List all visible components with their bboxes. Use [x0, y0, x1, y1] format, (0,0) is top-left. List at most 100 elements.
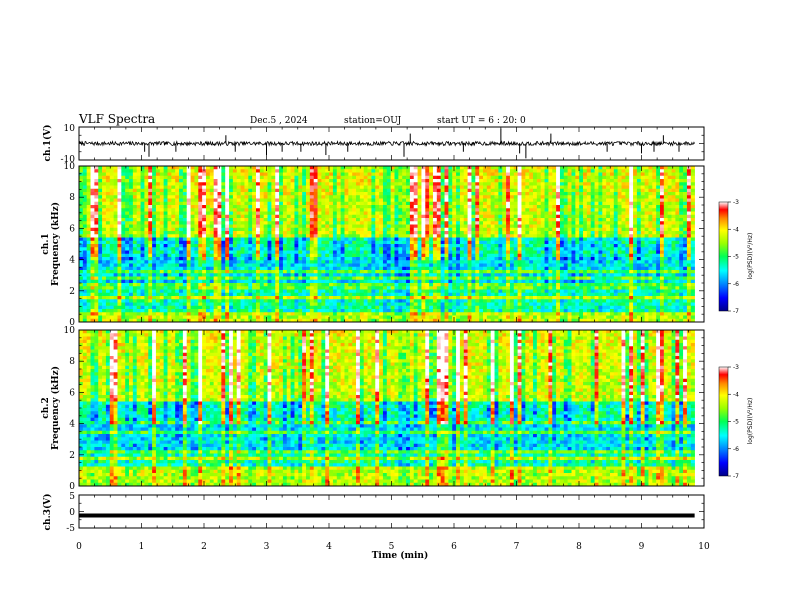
spectrogram-cell — [171, 231, 176, 235]
spectrogram-cell — [252, 201, 257, 206]
spectrogram-cell — [82, 286, 87, 290]
spectrogram-cell — [94, 286, 99, 290]
spectrogram-cell — [294, 172, 299, 177]
spectrogram-cell — [406, 224, 411, 229]
spectrogram-cell — [121, 175, 126, 180]
spectrogram-cell — [140, 185, 145, 190]
spectrogram-cell — [340, 218, 345, 222]
spectrogram-cell — [167, 253, 172, 258]
spectrogram-cell — [86, 188, 91, 193]
spectrogram-cell — [144, 166, 149, 170]
spectrogram-cell — [344, 283, 349, 287]
spectrogram-cell — [79, 179, 84, 183]
spectrogram-cell — [248, 273, 253, 277]
spectrogram-cell — [417, 195, 422, 199]
spectrogram-cell — [98, 305, 103, 310]
spectrogram-cell — [459, 305, 465, 310]
spectrogram-cell — [152, 279, 157, 284]
spectrogram-cell — [459, 318, 465, 323]
spectrogram-cell — [148, 318, 153, 323]
spectrogram-cell — [394, 169, 399, 173]
spectrogram-cell — [136, 182, 141, 186]
spectrogram-cell — [402, 302, 407, 307]
spectrogram-cell — [194, 169, 199, 173]
spectrogram-cell — [159, 289, 164, 294]
spectrogram-cell — [356, 266, 361, 271]
spectrogram-cell — [259, 172, 264, 177]
spectrogram-cell — [309, 279, 315, 284]
spectrogram-cell — [371, 292, 376, 297]
spectrogram-cell — [379, 250, 384, 255]
spectrogram-cell — [144, 195, 149, 199]
spectrogram-cell — [444, 250, 449, 255]
spectrogram-cell — [317, 237, 322, 242]
spectrogram-cell — [382, 253, 388, 258]
spectrogram-cell — [432, 234, 438, 238]
spectrogram-cell — [252, 302, 257, 307]
spectrogram-cell — [79, 185, 84, 190]
spectrogram-cell — [82, 302, 87, 307]
spectrogram-cell — [459, 309, 465, 313]
spectrogram-cell — [225, 237, 230, 242]
spectrogram-cell — [371, 201, 376, 206]
spectrogram-cell — [102, 192, 107, 196]
spectrogram-cell — [294, 208, 299, 212]
spectrogram-cell — [344, 309, 349, 313]
spectrogram-cell — [82, 201, 87, 206]
spectrogram-cell — [186, 309, 191, 313]
spectrogram-cell — [129, 283, 134, 287]
spectrogram-cell — [82, 231, 87, 235]
spectrogram-cell — [267, 192, 272, 196]
spectrogram-cell — [313, 195, 318, 199]
spectrogram-cell — [282, 283, 288, 287]
spectrogram-cell — [202, 270, 207, 274]
spectrogram-cell — [205, 208, 211, 212]
spectrogram-cell — [225, 276, 230, 281]
spectrogram-cell — [398, 208, 403, 212]
spectrogram-cell — [267, 175, 272, 180]
spectrogram-cell — [221, 221, 226, 225]
spectrogram-cell — [336, 276, 341, 281]
spectrogram-cell — [209, 205, 214, 209]
spectrogram-cell — [155, 172, 161, 177]
spectrogram-cell — [179, 270, 184, 274]
spectrogram-cell — [406, 211, 411, 216]
spectrogram-cell — [232, 305, 238, 310]
spectrogram-cell — [136, 292, 141, 297]
spectrogram-cell — [456, 227, 461, 232]
spectrogram-cell — [248, 211, 253, 216]
spectrogram-cell — [348, 289, 353, 294]
spectrogram-cell — [229, 263, 234, 268]
spectrogram-cell — [329, 283, 334, 287]
spectrogram-cell — [255, 279, 261, 284]
spectrogram-cell — [271, 205, 276, 209]
spectrogram-cell — [86, 201, 91, 206]
spectrogram-cell — [159, 273, 164, 277]
spectrogram-cell — [340, 195, 345, 199]
spectrogram-cell — [86, 302, 91, 307]
spectrogram-cell — [244, 188, 249, 193]
spectrogram-cell — [317, 208, 322, 212]
spectrogram-cell — [336, 292, 341, 297]
spectrogram-cell — [79, 299, 84, 303]
spectrogram-cell — [121, 205, 126, 209]
spectrogram-cell — [244, 318, 249, 323]
spectrogram-cell — [121, 214, 126, 219]
spectrogram-cell — [298, 292, 303, 297]
spectrogram-cell — [463, 205, 468, 209]
spectrogram-cell — [302, 234, 307, 238]
spectrogram-cell — [163, 234, 168, 238]
spectrogram-cell — [332, 221, 338, 225]
spectrogram-cell — [271, 227, 276, 232]
spectrogram-cell — [402, 250, 407, 255]
spectrogram-cell — [432, 175, 438, 180]
spectrogram-cell — [255, 309, 261, 313]
spectrogram-cell — [448, 257, 453, 261]
spectrogram-cell — [417, 201, 422, 206]
spectrogram-cell — [186, 266, 191, 271]
spectrogram-cell — [82, 289, 87, 294]
spectrogram-cell — [302, 260, 307, 264]
spectrogram-cell — [105, 224, 111, 229]
spectrogram-cell — [267, 309, 272, 313]
spectrogram-cell — [132, 179, 138, 183]
